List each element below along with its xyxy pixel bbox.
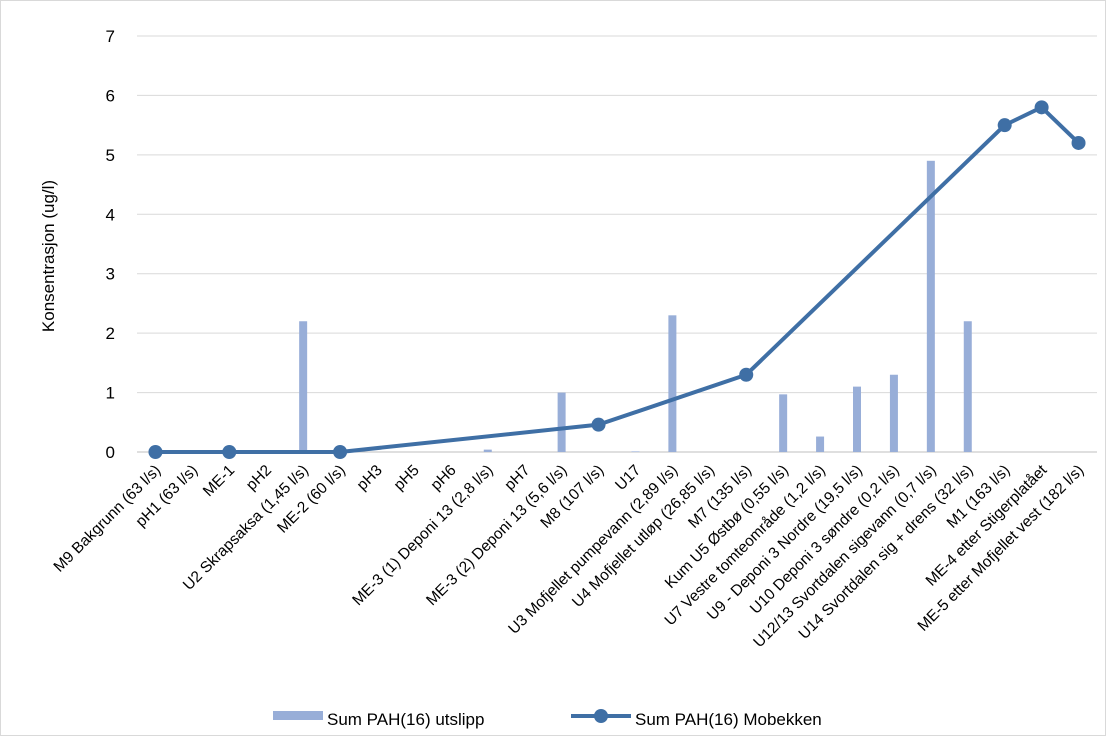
x-tick-labels: M9 Bakgrunn (63 l/s)pH1 (63 l/s)ME-1 pH2U… [51,461,1088,651]
line-point [222,445,237,459]
x-tick-label: pH3 [354,462,386,494]
x-tick-label: pH7 [501,462,533,494]
y-tick-label: 4 [106,205,115,224]
y-axis-title: Konsentrasjon (ug/l) [39,180,58,332]
bar [668,315,677,452]
y-tick-label: 6 [106,86,115,105]
y-tick-label: 7 [106,27,115,46]
x-tick-label: ME-1 [200,462,238,500]
line-point [739,367,754,382]
bar [963,321,972,452]
x-tick-label: U17 [612,462,644,494]
legend-bar-swatch [273,711,323,720]
x-tick-label: pH5 [391,462,423,494]
y-tick-labels: 0 1 2 3 4 5 6 7 [106,27,115,462]
bar [816,436,825,452]
line-point [333,445,348,459]
x-tick-label: pH2 [243,462,275,494]
line-point [591,417,606,432]
bar [557,392,566,452]
bar [483,449,492,452]
line-point [997,118,1012,133]
y-tick-label: 3 [106,265,115,284]
bar [631,451,640,452]
y-tick-label: 0 [106,443,115,462]
line-point [1034,100,1049,115]
bar [926,160,935,453]
y-tick-label: 1 [106,384,115,403]
legend-line-marker [594,709,608,723]
legend: Sum PAH(16) utslipp Sum PAH(16) Mobekken [273,709,822,729]
x-tick-label: pH6 [428,462,460,494]
y-tick-label: 2 [106,324,115,343]
bar [853,386,861,452]
bar [779,394,788,452]
line-point [148,445,163,459]
bar [889,374,898,452]
line-series [148,100,1086,459]
gridlines [137,35,1097,453]
y-tick-label: 5 [106,146,115,165]
bar-series [299,160,972,453]
bar [299,321,308,452]
legend-bar-label: Sum PAH(16) utslipp [327,710,484,729]
series-line [155,105,1080,454]
line-point [1071,135,1086,150]
legend-line-label: Sum PAH(16) Mobekken [635,710,822,729]
